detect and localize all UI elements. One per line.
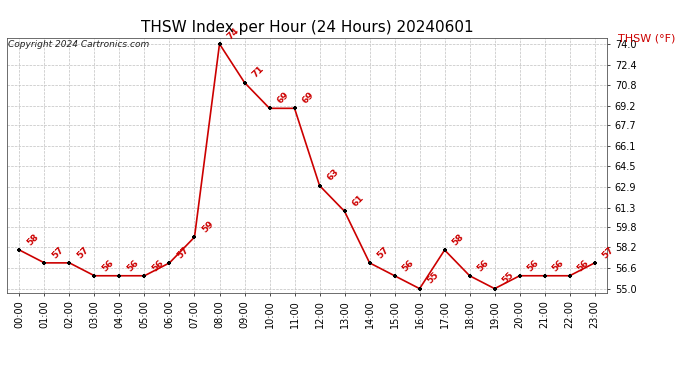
Point	[464, 273, 475, 279]
Text: 56: 56	[525, 258, 540, 273]
Text: 58: 58	[25, 232, 40, 247]
Point	[139, 273, 150, 279]
Point	[14, 247, 25, 253]
Point	[114, 273, 125, 279]
Point	[89, 273, 100, 279]
Point	[414, 286, 425, 292]
Text: 56: 56	[150, 258, 165, 273]
Text: 57: 57	[175, 245, 190, 260]
Point	[364, 260, 375, 266]
Point	[489, 286, 500, 292]
Point	[214, 41, 225, 47]
Point	[339, 209, 350, 214]
Text: 69: 69	[275, 90, 290, 105]
Text: 58: 58	[450, 232, 465, 247]
Point	[314, 183, 325, 189]
Text: 56: 56	[400, 258, 415, 273]
Text: 74: 74	[225, 26, 240, 41]
Text: 56: 56	[550, 258, 565, 273]
Point	[439, 247, 450, 253]
Title: THSW Index per Hour (24 Hours) 20240601: THSW Index per Hour (24 Hours) 20240601	[141, 20, 473, 35]
Text: 57: 57	[600, 245, 615, 260]
Text: 69: 69	[300, 90, 315, 105]
Text: 55: 55	[500, 271, 515, 286]
Text: 56: 56	[575, 258, 591, 273]
Point	[589, 260, 600, 266]
Point	[39, 260, 50, 266]
Point	[289, 105, 300, 111]
Text: 56: 56	[475, 258, 491, 273]
Point	[514, 273, 525, 279]
Text: 55: 55	[425, 271, 440, 286]
Text: 57: 57	[50, 245, 66, 260]
Point	[264, 105, 275, 111]
Text: 56: 56	[125, 258, 140, 273]
Text: 57: 57	[75, 245, 90, 260]
Text: 56: 56	[100, 258, 115, 273]
Point	[564, 273, 575, 279]
Text: 61: 61	[350, 194, 365, 208]
Text: THSW (°F): THSW (°F)	[618, 34, 675, 44]
Point	[539, 273, 550, 279]
Text: 57: 57	[375, 245, 391, 260]
Point	[164, 260, 175, 266]
Text: 63: 63	[325, 168, 340, 183]
Point	[239, 80, 250, 86]
Text: 59: 59	[200, 219, 215, 234]
Text: 71: 71	[250, 64, 266, 80]
Point	[189, 234, 200, 240]
Point	[64, 260, 75, 266]
Text: Copyright 2024 Cartronics.com: Copyright 2024 Cartronics.com	[8, 40, 149, 49]
Point	[389, 273, 400, 279]
